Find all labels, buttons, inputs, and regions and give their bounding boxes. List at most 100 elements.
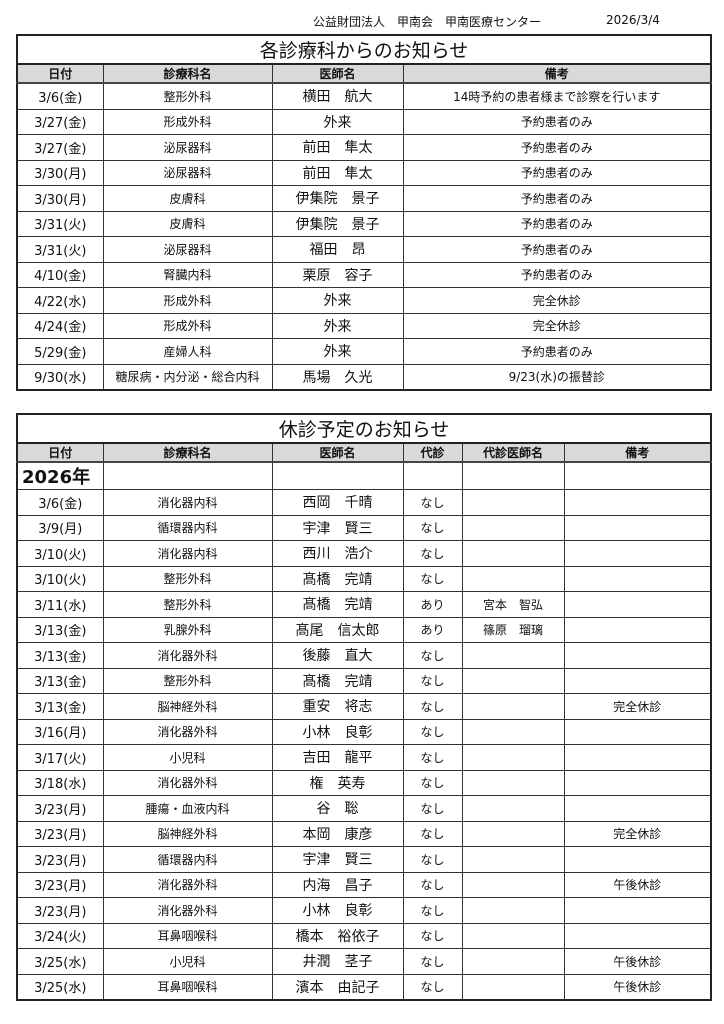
department-cell: 消化器外科	[102, 642, 273, 669]
department-cell: 消化器外科	[102, 769, 273, 796]
department-cell: 消化器内科	[102, 489, 273, 516]
doctor-cell: 伊集院 景子	[271, 210, 404, 237]
table-row: 3/6(金) 消化器内科 西岡 千晴 なし	[16, 489, 712, 516]
remarks-cell	[563, 769, 712, 796]
date-cell: 3/30(月)	[16, 159, 104, 186]
date-cell: 3/27(金)	[16, 134, 104, 161]
remarks-cell: 完全休診	[402, 287, 712, 314]
doctor-cell: 伊集院 景子	[271, 185, 404, 212]
date-cell: 3/13(金)	[16, 667, 104, 694]
substitute-cell: あり	[402, 591, 463, 618]
substitute-cell: なし	[402, 693, 463, 720]
column-header-doctor: 医師名	[271, 442, 404, 463]
remarks-cell: 予約患者のみ	[402, 159, 712, 186]
date-cell: 3/24(火)	[16, 922, 104, 949]
remarks-cell: 予約患者のみ	[402, 236, 712, 263]
remarks-cell: 午後休診	[563, 973, 712, 1001]
doctor-cell: 髙橋 完靖	[271, 565, 404, 592]
column-header-date: 日付	[16, 442, 104, 463]
date-cell: 5/29(金)	[16, 338, 104, 365]
substitute-cell: なし	[402, 922, 463, 949]
remarks-cell	[563, 922, 712, 949]
department-notices-table: 各診療科からのお知らせ 日付 診療科名 医師名 備考 3/6(金) 整形外科 横田 航大 1…	[16, 34, 712, 391]
doctor-cell: 小林 良彰	[271, 897, 404, 924]
substitute-cell: なし	[402, 769, 463, 796]
column-header-substitute: 代診	[402, 442, 463, 463]
department-cell: 皮膚科	[102, 210, 273, 237]
doctor-cell: 井潤 茎子	[271, 948, 404, 975]
doctor-cell: 福田 昂	[271, 236, 404, 263]
remarks-cell	[563, 667, 712, 694]
date-cell: 3/25(水)	[16, 973, 104, 1001]
table-row: 3/23(月) 消化器外科 小林 良彰 なし	[16, 897, 712, 924]
substitute-doctor-cell	[461, 667, 565, 694]
table-row: 3/10(火) 消化器内科 西川 浩介 なし	[16, 540, 712, 567]
substitute-cell: なし	[402, 820, 463, 847]
date-cell: 3/23(月)	[16, 871, 104, 898]
date-cell: 3/23(月)	[16, 795, 104, 822]
empty-cell	[102, 461, 273, 490]
substitute-cell: なし	[402, 744, 463, 771]
substitute-cell: なし	[402, 795, 463, 822]
date-cell: 3/11(水)	[16, 591, 104, 618]
column-header-substitute-doctor: 代診医師名	[461, 442, 565, 463]
remarks-cell	[563, 514, 712, 541]
date-cell: 3/17(火)	[16, 744, 104, 771]
table-row: 3/10(火) 整形外科 髙橋 完靖 なし	[16, 565, 712, 592]
table-title: 休診予定のお知らせ	[16, 413, 712, 444]
doctor-cell: 外来	[271, 287, 404, 314]
date-cell: 3/10(火)	[16, 565, 104, 592]
empty-cell	[402, 461, 463, 490]
doctor-cell: 外来	[271, 312, 404, 339]
remarks-cell: 14時予約の患者様まで診察を行います	[402, 82, 712, 110]
substitute-cell: なし	[402, 667, 463, 694]
substitute-cell: なし	[402, 846, 463, 873]
date-cell: 3/31(火)	[16, 236, 104, 263]
doctor-cell: 宇津 賢三	[271, 846, 404, 873]
remarks-cell: 完全休診	[563, 820, 712, 847]
department-cell: 小児科	[102, 744, 273, 771]
department-cell: 耳鼻咽喉科	[102, 973, 273, 1001]
substitute-doctor-cell	[461, 820, 565, 847]
document-header: 公益財団法人 甲南会 甲南医療センター 2026/3/4	[0, 13, 724, 29]
substitute-cell: なし	[402, 514, 463, 541]
doctor-cell: 吉田 龍平	[271, 744, 404, 771]
department-cell: 循環器内科	[102, 514, 273, 541]
table-row: 3/27(金) 泌尿器科 前田 隼太 予約患者のみ	[16, 134, 712, 161]
substitute-doctor-cell	[461, 718, 565, 745]
substitute-cell: なし	[402, 718, 463, 745]
date-cell: 3/31(火)	[16, 210, 104, 237]
doctor-cell: 西岡 千晴	[271, 489, 404, 516]
department-cell: 整形外科	[102, 667, 273, 694]
date-cell: 3/16(月)	[16, 718, 104, 745]
table-row: 3/13(金) 整形外科 髙橋 完靖 なし	[16, 667, 712, 694]
doctor-cell: 小林 良彰	[271, 718, 404, 745]
date-cell: 3/6(金)	[16, 82, 104, 110]
department-cell: 形成外科	[102, 312, 273, 339]
substitute-doctor-cell	[461, 744, 565, 771]
substitute-cell: なし	[402, 565, 463, 592]
column-header-department: 診療科名	[102, 63, 273, 84]
column-header-remarks: 備考	[402, 63, 712, 84]
department-cell: 耳鼻咽喉科	[102, 922, 273, 949]
substitute-cell: なし	[402, 973, 463, 1001]
empty-cell	[461, 461, 565, 490]
table-row: 3/24(火) 耳鼻咽喉科 橋本 裕依子 なし	[16, 922, 712, 949]
substitute-doctor-cell	[461, 489, 565, 516]
substitute-doctor-cell	[461, 795, 565, 822]
doctor-cell: 宇津 賢三	[271, 514, 404, 541]
column-header-doctor: 医師名	[271, 63, 404, 84]
date-cell: 3/6(金)	[16, 489, 104, 516]
department-cell: 小児科	[102, 948, 273, 975]
department-cell: 消化器内科	[102, 540, 273, 567]
table-row: 3/27(金) 形成外科 外来 予約患者のみ	[16, 108, 712, 135]
doctor-cell: 本岡 康彦	[271, 820, 404, 847]
department-cell: 腎臓内科	[102, 261, 273, 288]
date-cell: 3/30(月)	[16, 185, 104, 212]
substitute-doctor-cell	[461, 948, 565, 975]
date-cell: 3/13(金)	[16, 693, 104, 720]
table-row: 4/10(金) 腎臓内科 栗原 容子 予約患者のみ	[16, 261, 712, 288]
document-date: 2026/3/4	[606, 13, 660, 27]
table-row: 3/17(火) 小児科 吉田 龍平 なし	[16, 744, 712, 771]
date-cell: 3/23(月)	[16, 820, 104, 847]
